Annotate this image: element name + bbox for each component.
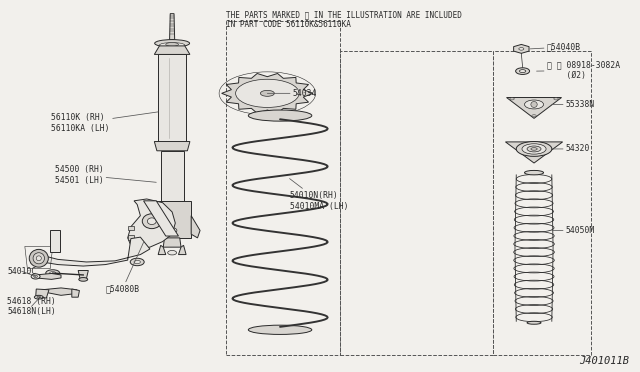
Ellipse shape (31, 274, 40, 279)
Text: 54050M: 54050M (552, 226, 595, 235)
Text: THE PARTS MARKED ※ IN THE ILLUSTRATION ARE INCLUDED
IN PART CODE 56110K&56110KA: THE PARTS MARKED ※ IN THE ILLUSTRATION A… (226, 10, 462, 29)
Polygon shape (39, 237, 150, 266)
Polygon shape (143, 201, 179, 236)
Ellipse shape (34, 275, 38, 278)
Text: ※54080B: ※54080B (106, 242, 143, 294)
Ellipse shape (168, 250, 177, 255)
Ellipse shape (35, 295, 44, 299)
Text: ※54040B: ※54040B (530, 42, 581, 51)
Polygon shape (49, 230, 60, 252)
Polygon shape (506, 97, 561, 118)
Text: 54034: 54034 (268, 89, 317, 98)
Ellipse shape (531, 148, 537, 150)
Ellipse shape (166, 42, 179, 46)
Polygon shape (127, 226, 134, 231)
Text: 54010C: 54010C (7, 267, 36, 276)
Polygon shape (127, 199, 175, 249)
Text: 55338N: 55338N (552, 100, 595, 109)
Ellipse shape (236, 79, 299, 108)
Ellipse shape (37, 296, 41, 298)
Polygon shape (506, 142, 563, 163)
Ellipse shape (531, 102, 537, 108)
Polygon shape (144, 216, 153, 238)
Text: ※ Ⓝ 08918-3082A
    (Ø2): ※ Ⓝ 08918-3082A (Ø2) (536, 61, 620, 80)
Ellipse shape (134, 260, 140, 264)
Polygon shape (36, 273, 61, 279)
Ellipse shape (79, 278, 88, 281)
Ellipse shape (525, 100, 543, 109)
Ellipse shape (516, 141, 552, 156)
Polygon shape (72, 289, 79, 297)
Ellipse shape (248, 325, 312, 334)
Polygon shape (42, 288, 77, 295)
Polygon shape (154, 141, 190, 151)
Text: 54010N(RH)
54010MA (LH): 54010N(RH) 54010MA (LH) (289, 179, 348, 211)
Ellipse shape (554, 98, 558, 100)
Polygon shape (78, 270, 88, 279)
Polygon shape (163, 238, 181, 247)
Ellipse shape (519, 48, 524, 50)
Ellipse shape (527, 146, 541, 152)
Text: 54618 (RH)
54618N(LH): 54618 (RH) 54618N(LH) (7, 297, 56, 316)
Text: J401011B: J401011B (579, 356, 629, 366)
Polygon shape (191, 216, 200, 238)
Polygon shape (514, 44, 529, 53)
Polygon shape (221, 74, 313, 113)
Polygon shape (170, 14, 175, 39)
Polygon shape (179, 245, 186, 254)
Ellipse shape (159, 42, 185, 48)
Ellipse shape (522, 144, 546, 154)
Ellipse shape (155, 39, 189, 47)
Text: 56110K (RH)
56110KA (LH): 56110K (RH) 56110KA (LH) (51, 112, 158, 133)
Ellipse shape (147, 218, 156, 225)
Polygon shape (158, 54, 186, 141)
Ellipse shape (260, 90, 275, 96)
Ellipse shape (510, 98, 515, 100)
Polygon shape (161, 151, 184, 201)
Ellipse shape (29, 249, 48, 267)
Text: 54320: 54320 (552, 144, 590, 153)
Polygon shape (153, 201, 191, 238)
Ellipse shape (520, 70, 526, 73)
Ellipse shape (525, 170, 543, 175)
Ellipse shape (33, 253, 45, 264)
Ellipse shape (532, 115, 536, 117)
Polygon shape (154, 46, 190, 54)
Ellipse shape (248, 110, 312, 121)
Ellipse shape (516, 68, 529, 74)
Text: 54500 (RH)
54501 (LH): 54500 (RH) 54501 (LH) (54, 165, 156, 185)
Ellipse shape (142, 214, 161, 229)
Ellipse shape (527, 321, 541, 324)
Ellipse shape (130, 258, 144, 266)
Ellipse shape (46, 270, 60, 276)
Polygon shape (127, 235, 134, 240)
Polygon shape (158, 245, 166, 254)
Ellipse shape (49, 272, 56, 275)
Polygon shape (36, 289, 49, 298)
Ellipse shape (168, 228, 177, 233)
Ellipse shape (36, 256, 42, 261)
